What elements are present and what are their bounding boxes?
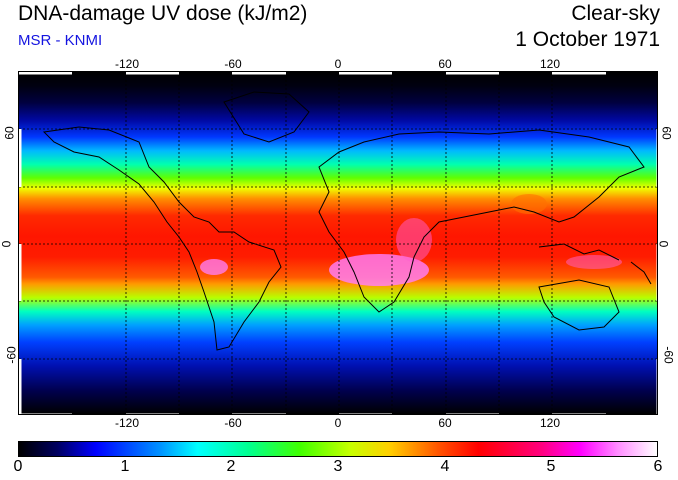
bottom-tick-label: 0: [334, 416, 342, 430]
left-tick-label: 60: [2, 126, 17, 140]
bottom-tick-label: -120: [114, 416, 140, 430]
right-tick-label: 0: [656, 240, 671, 248]
top-tick-label: 0: [334, 57, 342, 71]
graticule: [19, 72, 657, 414]
date-label: 1 October 1971: [515, 28, 660, 51]
top-tick-label: -60: [224, 57, 242, 71]
colorbar-label: 0: [13, 458, 23, 475]
chart-title: DNA-damage UV dose (kJ/m2): [18, 2, 308, 25]
left-tick-label: 0: [0, 240, 14, 248]
uv-maximum-eastafrica: [396, 218, 432, 262]
data-source-label: MSR - KNMI: [18, 32, 103, 49]
uv-dose-map: [18, 71, 658, 415]
left-tick-label: -60: [4, 346, 19, 364]
uv-maximum-pacific: [566, 255, 622, 269]
bottom-tick-label: 120: [539, 416, 561, 430]
right-tick-label: -60: [661, 346, 676, 364]
coastlines: [42, 91, 652, 351]
top-tick-label: 60: [438, 57, 452, 71]
colorbar-label: 1: [120, 458, 130, 475]
frame-ticks: [19, 72, 657, 414]
bottom-tick-label: 60: [438, 416, 452, 430]
colorbar-label: 4: [440, 458, 450, 475]
bottom-tick-label: -60: [224, 416, 242, 430]
colorbar-label: 6: [653, 458, 663, 475]
top-tick-label: 120: [539, 57, 561, 71]
sky-condition-label: Clear-sky: [571, 2, 660, 25]
right-tick-label: 60: [659, 126, 674, 140]
colorbar: [18, 441, 658, 457]
map-overlay: [19, 72, 657, 414]
colorbar-label: 3: [333, 458, 343, 475]
colorbar-label: 2: [226, 458, 236, 475]
uv-maximum-andes: [200, 259, 228, 275]
colorbar-label: 5: [546, 458, 556, 475]
uv-maximum-africa: [329, 254, 429, 286]
top-tick-label: -120: [114, 57, 140, 71]
